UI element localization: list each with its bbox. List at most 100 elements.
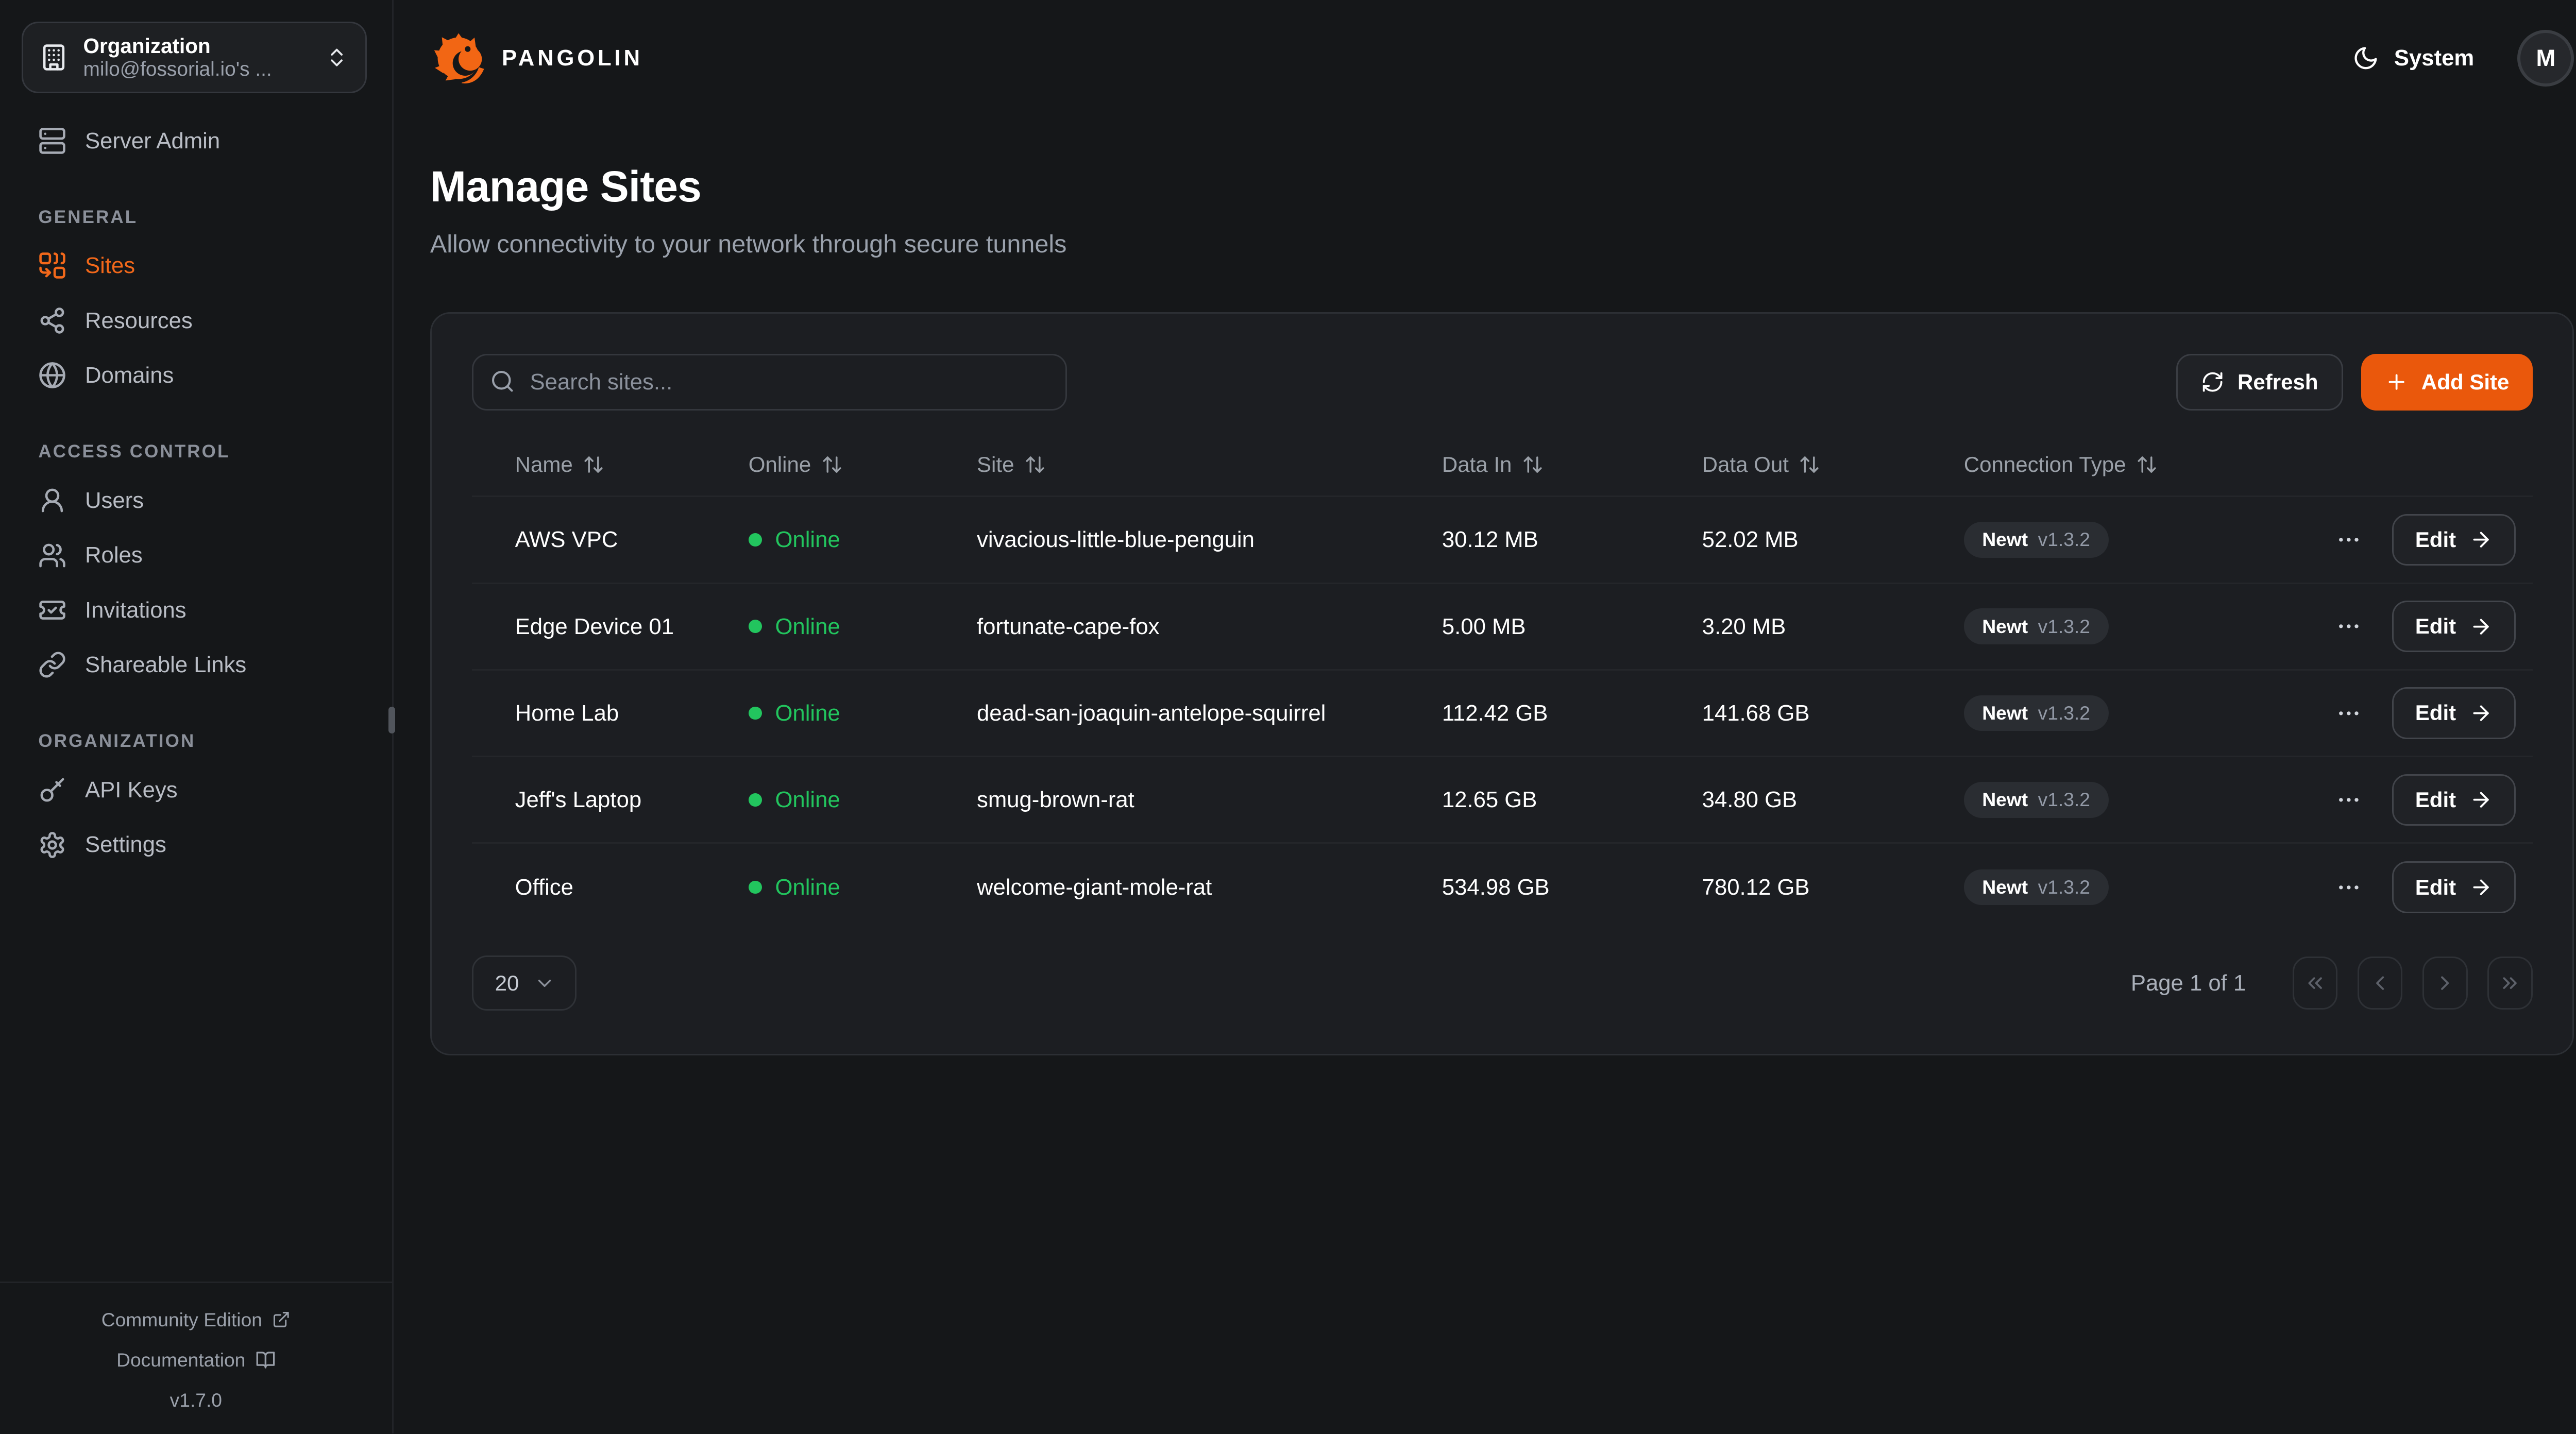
theme-label: System [2394,45,2475,71]
sidebar-item-resources[interactable]: Resources [22,293,370,348]
edit-label: Edit [2415,875,2456,899]
user-avatar[interactable]: M [2517,30,2574,87]
online-status-label: Online [775,787,840,813]
plus-icon [2385,370,2408,394]
external-link-icon [272,1310,291,1329]
data-out-cell: 141.68 GB [1702,700,1810,726]
online-status-dot [748,880,762,894]
column-header-data-out[interactable]: Data Out [1702,450,1964,480]
sort-icon [821,454,843,475]
sidebar-item-sites[interactable]: Sites [22,238,370,293]
version-label: v1.7.0 [170,1389,223,1411]
site-slug-cell: fortunate-cape-fox [977,613,1160,639]
row-actions-button[interactable] [2329,693,2369,733]
edit-site-button[interactable]: Edit [2392,601,2516,653]
sidebar-item-roles[interactable]: Roles [22,528,370,583]
documentation-label: Documentation [116,1349,246,1371]
moon-icon [2352,45,2379,72]
brand-logo[interactable]: PANGOLIN [430,30,643,87]
site-name-cell: AWS VPC [515,527,618,553]
chevrons-up-down-icon [325,46,348,69]
sidebar-item-label: API Keys [85,777,178,803]
online-status-dot [748,533,762,547]
top-bar: PANGOLIN System M [430,23,2574,93]
sidebar-item-label: Sites [85,253,135,279]
online-status-cell: Online [748,872,977,903]
edit-site-button[interactable]: Edit [2392,687,2516,739]
theme-toggle-button[interactable]: System [2343,43,2484,73]
edit-label: Edit [2415,787,2456,812]
data-in-cell: 30.12 MB [1442,527,1538,553]
sidebar-item-domains[interactable]: Domains [22,348,370,403]
table-body: AWS VPC Online vivacious-little-blue-pen… [471,497,2533,930]
edit-site-button[interactable]: Edit [2392,774,2516,826]
sidebar-item-api-keys[interactable]: API Keys [22,762,370,817]
page-size-value: 20 [495,970,519,995]
page-status: Page 1 of 1 [2130,970,2246,996]
building-icon [40,43,68,72]
online-status-dot [748,620,762,634]
online-status-cell: Online [748,611,977,642]
edit-site-button[interactable]: Edit [2392,514,2516,566]
data-in-cell: 112.42 GB [1442,700,1548,726]
column-header-name[interactable]: Name [515,450,749,480]
row-actions-button[interactable] [2329,606,2369,646]
column-header-data-in[interactable]: Data In [1442,450,1702,480]
first-page-button[interactable] [2292,956,2338,1010]
online-status-label: Online [775,700,840,726]
sidebar-item-server-admin[interactable]: Server Admin [22,113,370,168]
ellipsis-icon [2335,613,2362,640]
connection-type-version: v1.3.2 [2038,702,2090,724]
pagination-bar: 20 Page 1 of 1 [471,955,2533,1011]
search-box [471,354,1067,411]
link-icon [38,651,66,679]
organization-selector[interactable]: Organization milo@fossorial.io's ... [22,22,367,94]
documentation-link[interactable]: Documentation [13,1340,379,1380]
sidebar-section-organization: ORGANIZATION [38,731,196,752]
online-status-cell: Online [748,697,977,729]
edit-site-button[interactable]: Edit [2392,861,2516,913]
ellipsis-icon [2335,787,2362,813]
sort-icon [2136,454,2158,475]
edit-label: Edit [2415,614,2456,639]
data-out-cell: 780.12 GB [1702,874,1810,900]
chevron-left-icon [2368,971,2392,995]
brand-name: PANGOLIN [502,45,643,71]
next-page-button[interactable] [2422,956,2468,1010]
refresh-label: Refresh [2237,370,2318,395]
community-edition-link[interactable]: Community Edition [13,1300,379,1340]
sidebar-item-invitations[interactable]: Invitations [22,583,370,637]
online-status-label: Online [775,527,840,553]
edit-label: Edit [2415,701,2456,725]
row-actions-button[interactable] [2329,780,2369,820]
row-actions-button[interactable] [2329,867,2369,908]
site-name-cell: Home Lab [515,700,619,726]
refresh-button[interactable]: Refresh [2176,354,2343,411]
sidebar-resize-handle[interactable] [388,707,396,733]
search-icon [490,369,515,394]
sidebar-item-users[interactable]: Users [22,473,370,527]
sort-icon [1522,454,1544,475]
avatar-initial: M [2536,45,2556,72]
online-status-label: Online [775,874,840,900]
sites-card: Refresh Add Site Name Online Site [430,312,2574,1056]
data-in-cell: 5.00 MB [1442,613,1526,639]
last-page-button[interactable] [2487,956,2533,1010]
organization-label: Organization [83,34,211,58]
add-site-button[interactable]: Add Site [2361,354,2533,411]
sidebar-item-shareable-links[interactable]: Shareable Links [22,638,370,692]
sidebar-item-settings[interactable]: Settings [22,817,370,872]
sidebar-item-label: Settings [85,832,166,858]
search-input[interactable] [471,354,1067,411]
row-actions-button[interactable] [2329,520,2369,560]
sort-icon [583,454,604,475]
data-in-cell: 12.65 GB [1442,787,1537,813]
column-header-online[interactable]: Online [749,450,977,480]
key-icon [38,776,66,804]
ticket-check-icon [38,596,66,624]
previous-page-button[interactable] [2358,956,2403,1010]
sidebar-item-label: Server Admin [85,128,221,153]
page-size-select[interactable]: 20 [471,955,577,1011]
column-header-site[interactable]: Site [977,450,1442,480]
column-header-connection-type[interactable]: Connection Type [1964,450,2291,480]
